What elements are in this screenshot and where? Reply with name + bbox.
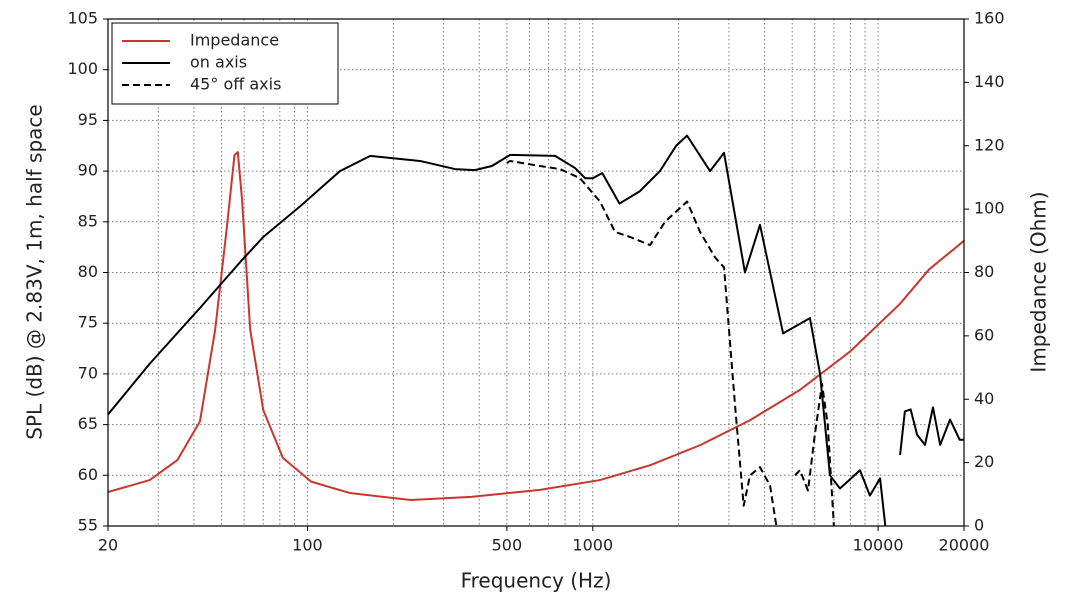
y-tick-label: 65 xyxy=(78,414,98,433)
y-tick-label: 70 xyxy=(78,363,98,382)
legend-label: Impedance xyxy=(190,31,279,50)
series-line xyxy=(506,159,835,526)
y-tick-label: 105 xyxy=(67,9,98,28)
y-tick-label: 80 xyxy=(78,262,98,281)
x-tick-label: 500 xyxy=(492,536,523,555)
y-tick-label: 55 xyxy=(78,516,98,535)
x-axis-title: Frequency (Hz) xyxy=(461,569,612,593)
y2-tick-label: 140 xyxy=(974,72,1005,91)
y2-tick-label: 100 xyxy=(974,199,1005,218)
y2-tick-label: 80 xyxy=(974,262,994,281)
y2-axis-title: Impedance (Ohm) xyxy=(1027,191,1051,372)
y-tick-label: 95 xyxy=(78,110,98,129)
legend-label: on axis xyxy=(190,53,247,72)
series-line xyxy=(108,151,964,502)
y2-tick-label: 20 xyxy=(974,452,994,471)
x-tick-label: 10000 xyxy=(853,536,904,555)
y-tick-label: 85 xyxy=(78,211,98,230)
y-tick-label: 60 xyxy=(78,465,98,484)
y-axis-title: SPL (dB) @ 2.83V, 1m, half space xyxy=(23,104,47,439)
y2-tick-label: 120 xyxy=(974,135,1005,154)
x-tick-label: 20 xyxy=(98,536,118,555)
y-tick-label: 100 xyxy=(67,59,98,78)
x-tick-label: 20000 xyxy=(939,536,990,555)
y-tick-label: 90 xyxy=(78,161,98,180)
legend-label: 45° off axis xyxy=(190,75,281,94)
y2-tick-label: 40 xyxy=(974,389,994,408)
y2-tick-label: 160 xyxy=(974,9,1005,28)
y2-tick-label: 0 xyxy=(974,516,984,535)
y2-tick-label: 60 xyxy=(974,325,994,344)
series-line xyxy=(108,134,964,526)
x-tick-label: 1000 xyxy=(572,536,613,555)
x-tick-label: 100 xyxy=(292,536,323,555)
plot-frame xyxy=(107,18,965,527)
y-tick-label: 75 xyxy=(78,313,98,332)
